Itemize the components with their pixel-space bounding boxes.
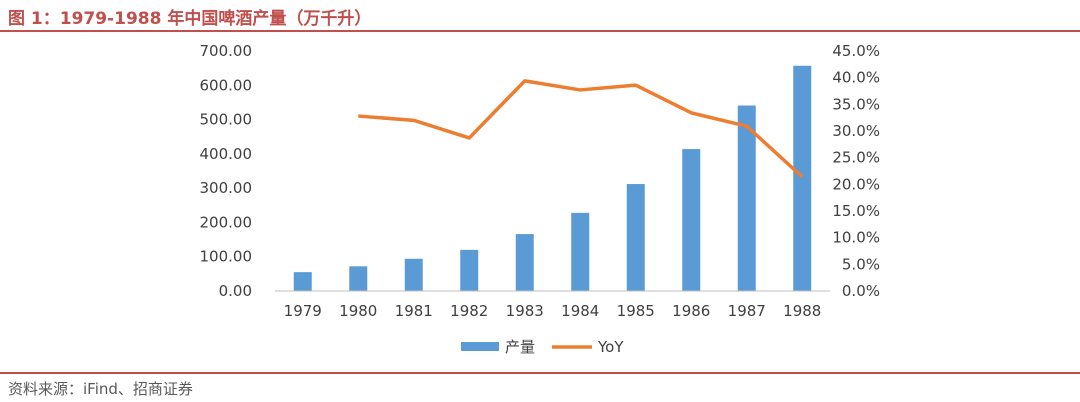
bar-1988 [793,65,812,291]
source-note: 资料来源：iFind、招商证券 [8,380,193,398]
legend-bar-label: 产量 [505,338,535,356]
x-tick-label: 1986 [672,302,710,320]
y-left-tick-label: 100.00 [200,248,253,266]
x-tick-label: 1984 [561,302,599,320]
y-left-tick-label: 400.00 [200,145,253,163]
yoy-line [358,79,804,179]
bar-1986 [682,149,701,291]
y-right-tick-label: 25.0% [832,149,880,167]
y-right-tick-label: 5.0% [842,255,880,273]
x-tick-label: 1980 [339,302,377,320]
y-right-tick-label: 45.0% [832,42,880,60]
legend-bar-swatch [461,342,499,351]
y-left-tick-label: 600.00 [200,76,253,94]
x-tick-label: 1983 [506,302,544,320]
x-tick-label: 1981 [395,302,433,320]
bar-1984 [571,212,590,291]
title-divider [0,30,1080,32]
bar-1985 [626,184,645,291]
y-right-tick-label: 20.0% [832,175,880,193]
y-right-tick-label: 10.0% [832,229,880,247]
y-left-tick-label: 300.00 [200,179,253,197]
y-right-tick-label: 35.0% [832,95,880,113]
y-right-tick-label: 40.0% [832,69,880,87]
bar-1980 [349,266,368,291]
y-right-tick-label: 15.0% [832,202,880,220]
y-right-tick-label: 0.0% [842,282,880,300]
bar-1979 [293,272,312,291]
figure-title: 图 1：1979-1988 年中国啤酒产量（万千升） [8,9,372,29]
y-left-tick-label: 0.00 [219,282,252,300]
bar-1981 [404,258,423,291]
y-left-tick-label: 200.00 [200,213,253,231]
x-tick-label: 1988 [783,302,821,320]
x-tick-label: 1987 [728,302,766,320]
bar-1987 [737,105,756,291]
x-tick-label: 1985 [617,302,655,320]
x-tick-label: 1979 [284,302,322,320]
bar-1982 [460,249,479,291]
y-left-tick-label: 700.00 [200,42,253,60]
footer-divider [0,372,1080,374]
x-tick-label: 1982 [450,302,488,320]
y-right-tick-label: 30.0% [832,122,880,140]
y-left-tick-label: 500.00 [200,111,253,129]
legend-line-label: YoY [597,338,624,356]
combo-chart: 0.00 100.00 200.00 300.00 400.00 500.00 600.00… [200,42,881,356]
bar-1983 [515,234,534,291]
